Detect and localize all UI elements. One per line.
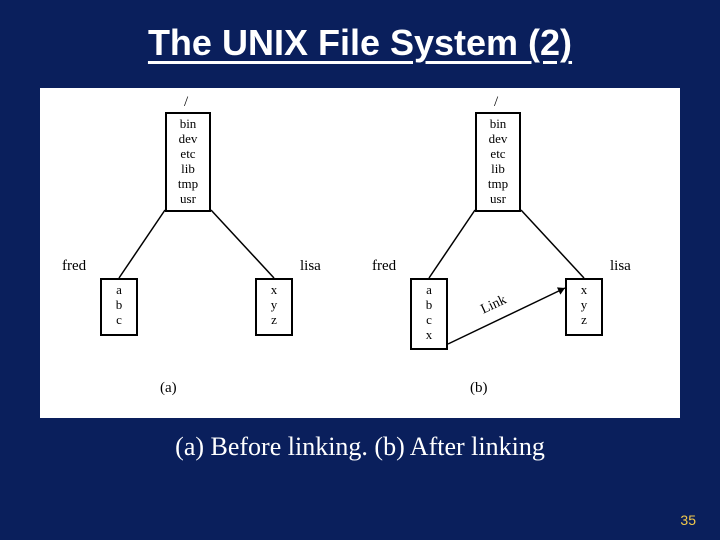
dir-entry: z bbox=[261, 313, 287, 328]
lisa-box-b: xyz bbox=[565, 278, 603, 336]
dir-entry: etc bbox=[481, 147, 515, 162]
diagram-area: / bindevetclibtmpusr fred lisa abc xyz /… bbox=[40, 88, 680, 418]
dir-entry: tmp bbox=[171, 177, 205, 192]
tree-after: / bindevetclibtmpusr fred lisa abcx xyz … bbox=[370, 88, 670, 418]
sub-label-b: (b) bbox=[470, 380, 488, 397]
dir-entry: y bbox=[261, 298, 287, 313]
root-label-b: / bbox=[494, 94, 498, 111]
dir-entry: dev bbox=[481, 132, 515, 147]
dir-entry: lib bbox=[481, 162, 515, 177]
dir-entry: c bbox=[106, 313, 132, 328]
dir-entry: x bbox=[261, 283, 287, 298]
dir-entry: b bbox=[106, 298, 132, 313]
dir-entry: x bbox=[571, 283, 597, 298]
lisa-label-a: lisa bbox=[300, 258, 321, 275]
fred-label-b: fred bbox=[372, 258, 396, 275]
page-number: 35 bbox=[680, 512, 696, 528]
caption: (a) Before linking. (b) After linking bbox=[0, 432, 720, 462]
dir-entry: b bbox=[416, 298, 442, 313]
dir-entry: lib bbox=[171, 162, 205, 177]
dir-entry: c bbox=[416, 313, 442, 328]
tree-before: / bindevetclibtmpusr fred lisa abc xyz bbox=[60, 88, 360, 418]
lisa-label-b: lisa bbox=[610, 258, 631, 275]
dir-entry: etc bbox=[171, 147, 205, 162]
root-label-a: / bbox=[184, 94, 188, 111]
dir-entry: bin bbox=[171, 117, 205, 132]
slide-title: The UNIX File System (2) bbox=[0, 0, 720, 64]
fred-label-a: fred bbox=[62, 258, 86, 275]
dir-entry: a bbox=[416, 283, 442, 298]
dir-entry: dev bbox=[171, 132, 205, 147]
link-label: Link bbox=[479, 293, 510, 319]
dir-entry: usr bbox=[171, 192, 205, 207]
dir-entry: usr bbox=[481, 192, 515, 207]
dir-entry: x bbox=[416, 328, 442, 343]
fred-box-a: abc bbox=[100, 278, 138, 336]
dir-entry: y bbox=[571, 298, 597, 313]
root-box-b: bindevetclibtmpusr bbox=[475, 112, 521, 212]
dir-entry: a bbox=[106, 283, 132, 298]
dir-entry: tmp bbox=[481, 177, 515, 192]
dir-entry: bin bbox=[481, 117, 515, 132]
root-box-a: bindevetclibtmpusr bbox=[165, 112, 211, 212]
dir-entry: z bbox=[571, 313, 597, 328]
sub-label-a: (a) bbox=[160, 380, 177, 397]
lisa-box-a: xyz bbox=[255, 278, 293, 336]
fred-box-b: abcx bbox=[410, 278, 448, 350]
